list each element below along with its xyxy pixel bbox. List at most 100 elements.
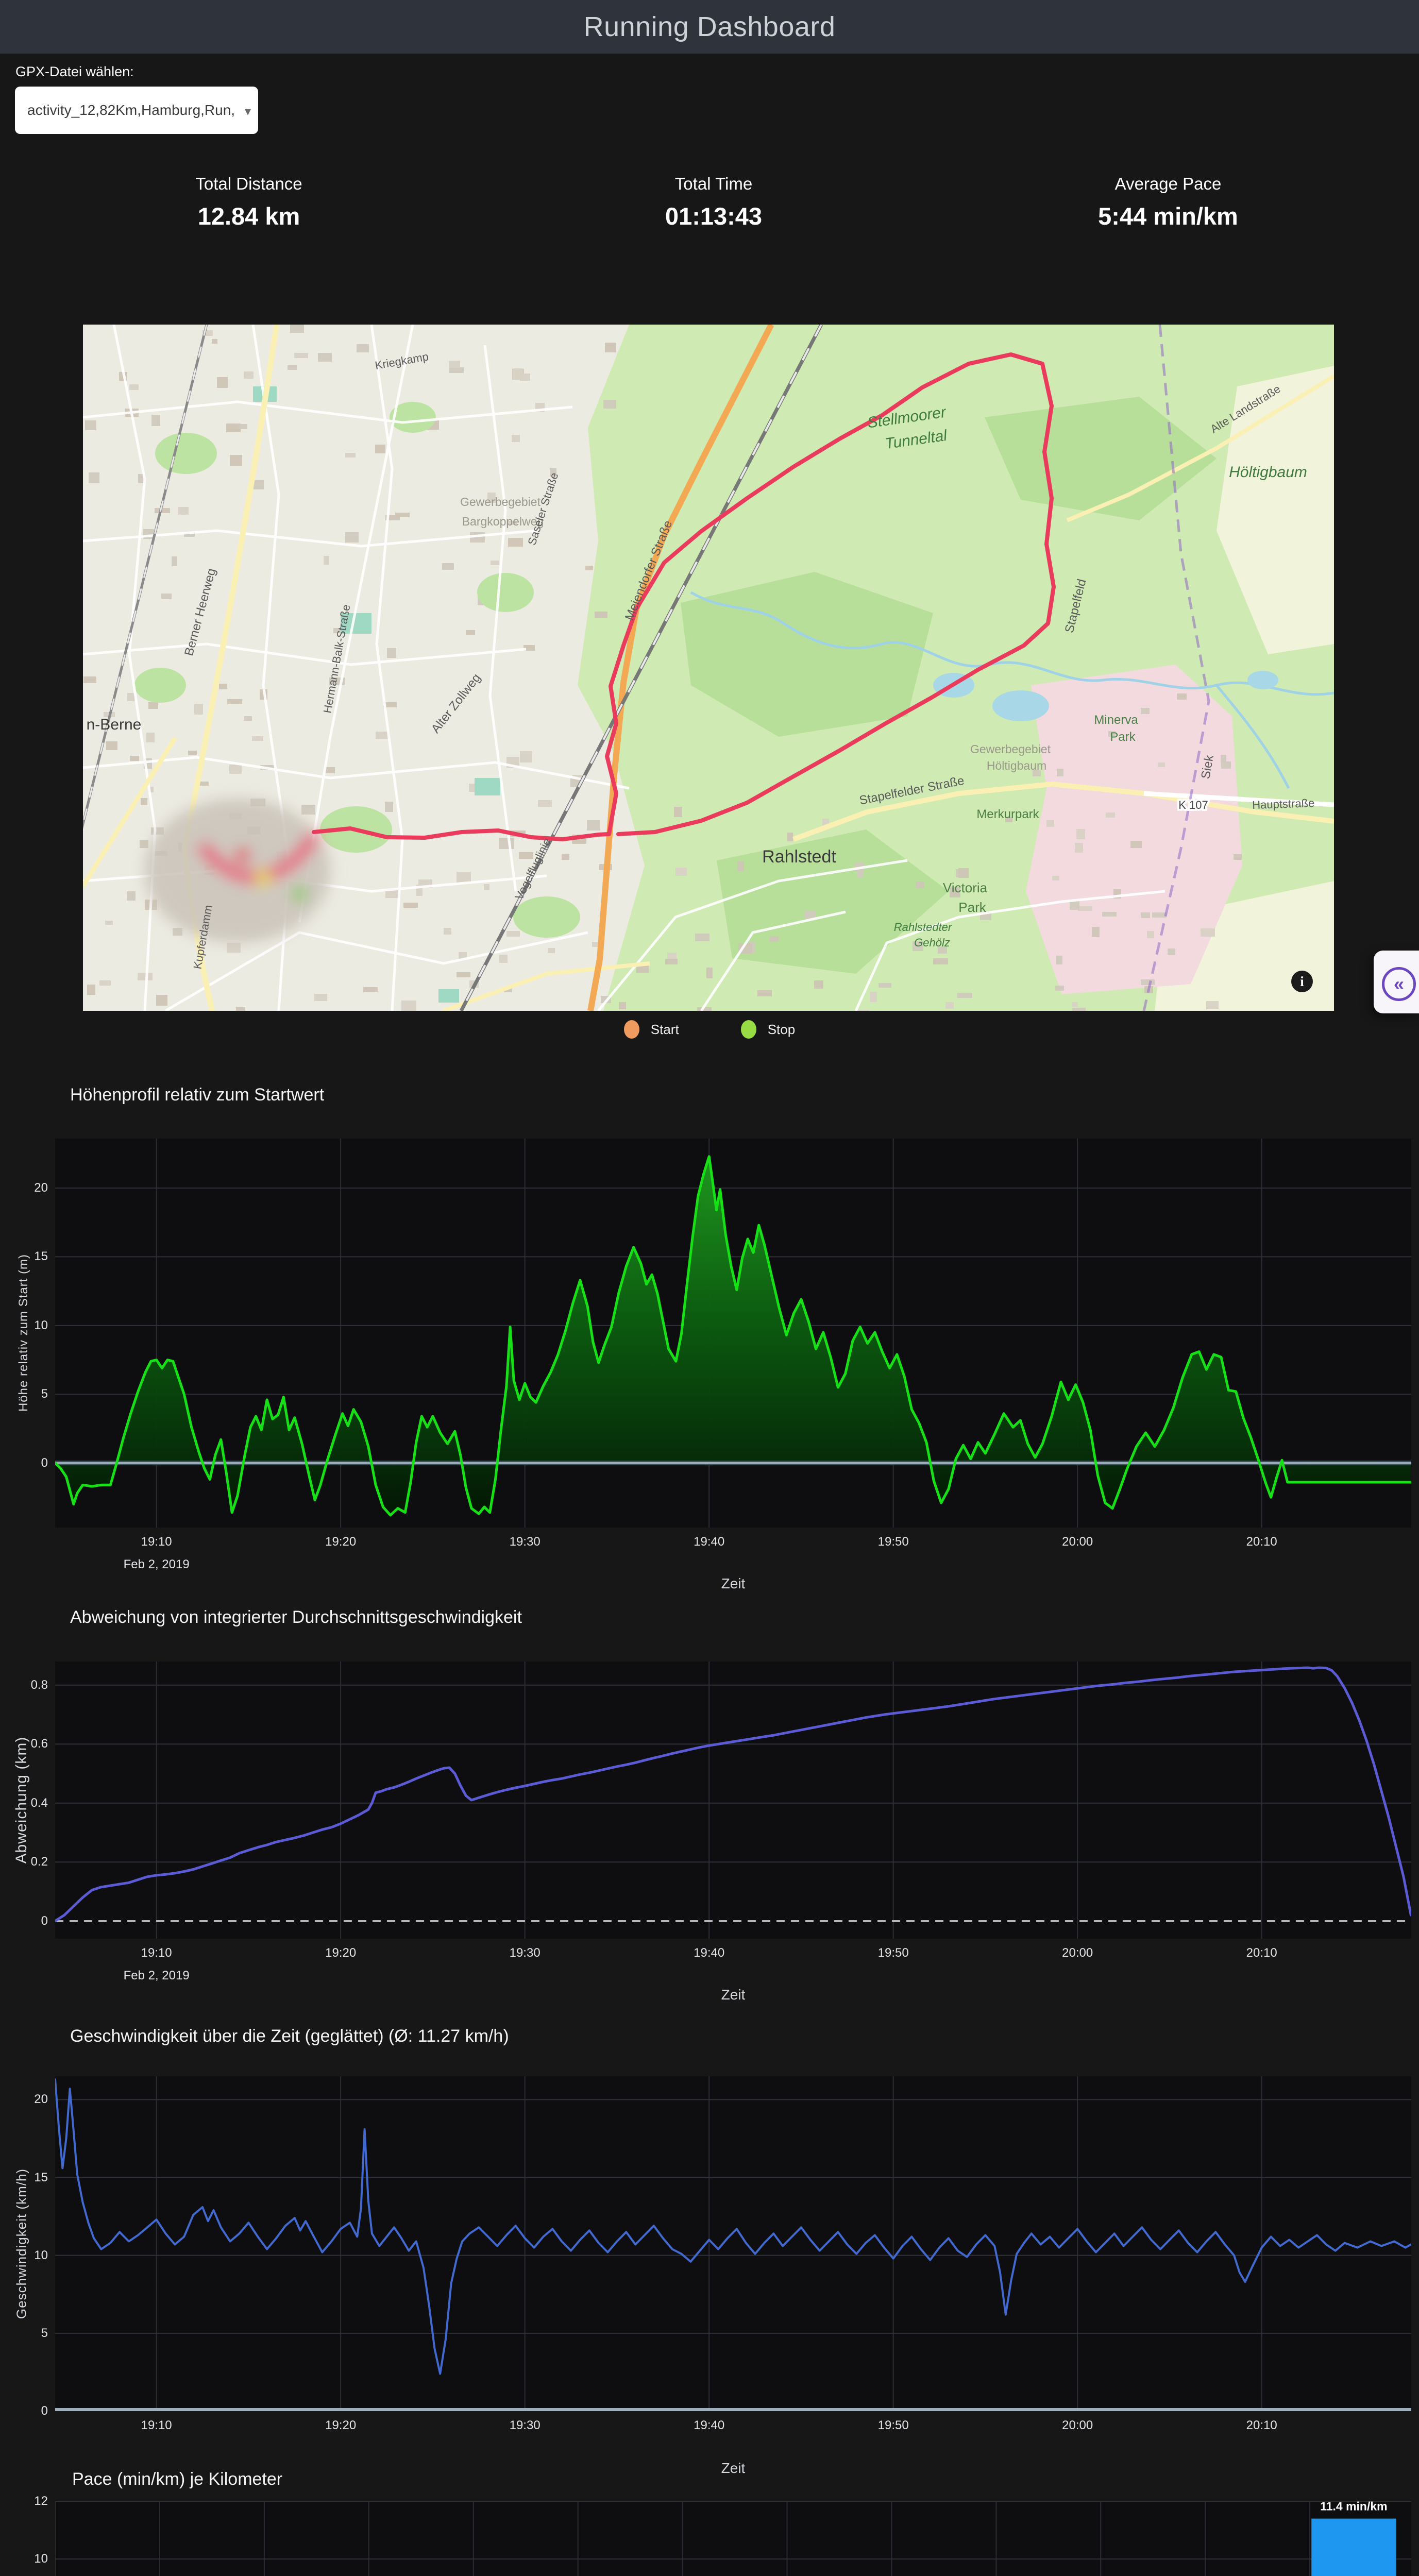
axis-tick-label: 0 bbox=[41, 1455, 48, 1470]
deviation-x-axis-label: Zeit bbox=[721, 1987, 746, 2003]
speed-x-axis-label: Zeit bbox=[721, 2460, 746, 2476]
speed-y-axis-label: Geschwindigkeit (km/h) bbox=[13, 2168, 29, 2319]
axis-tick-label: 10 bbox=[34, 2552, 48, 2566]
axis-tick-label: 19:30 bbox=[509, 1535, 540, 1549]
axis-tick-label: 0 bbox=[41, 2404, 48, 2418]
pace-bar bbox=[1311, 2518, 1396, 2576]
chevron-down-icon: ▾ bbox=[244, 105, 251, 118]
deviation-chart-title: Abweichung von integrierter Durchschnitt… bbox=[70, 1607, 522, 1627]
stat-pace-value: 5:44 min/km bbox=[1098, 202, 1238, 230]
gpx-select-label: GPX-Datei wählen: bbox=[15, 64, 134, 79]
axis-tick-label: 19:20 bbox=[325, 1535, 357, 1549]
map-label: Park bbox=[1110, 730, 1136, 744]
page-title: Running Dashboard bbox=[583, 11, 836, 42]
map-privacy-blur bbox=[145, 799, 330, 943]
axis-tick-label: 19:40 bbox=[694, 1946, 725, 1960]
map-label: Gewerbegebiet bbox=[970, 742, 1051, 756]
map-label: Höltigbaum bbox=[987, 759, 1046, 772]
deviation-plot[interactable] bbox=[55, 1662, 1411, 1939]
axis-tick-label: 20:00 bbox=[1062, 1946, 1093, 1960]
stat-distance-label: Total Distance bbox=[195, 174, 302, 193]
map-label: Gehölz bbox=[914, 936, 950, 949]
gpx-file-select-value: activity_12,82Km,Hamburg,Run,2019-02- bbox=[27, 102, 235, 118]
sidebar-collapse-button[interactable]: « bbox=[1374, 951, 1419, 1013]
speed-chart-title: Geschwindigkeit über die Zeit (geglättet… bbox=[70, 2026, 509, 2046]
axis-tick-label: 20 bbox=[34, 2092, 48, 2107]
stop-marker-icon bbox=[740, 1020, 756, 1039]
axis-tick-label: 19:40 bbox=[694, 1535, 725, 1549]
axis-tick-label: 19:50 bbox=[877, 2418, 909, 2432]
axis-tick-label: 19:10 bbox=[141, 1535, 172, 1549]
pace-bar-label: 11.4 min/km bbox=[1320, 2501, 1387, 2513]
axis-tick-label: 20:00 bbox=[1062, 2418, 1093, 2432]
legend-item-stop: Stop bbox=[740, 1020, 796, 1039]
axis-tick-label: 10 bbox=[34, 2248, 48, 2262]
axis-tick-label: Feb 2, 2019 bbox=[123, 1969, 190, 1982]
map-label: Rahlstedt bbox=[762, 847, 836, 867]
map-railway bbox=[83, 325, 823, 1011]
stat-distance-value: 12.84 km bbox=[197, 202, 300, 230]
map-label: Park bbox=[958, 900, 986, 915]
map-label: Hauptstraße bbox=[1252, 796, 1315, 811]
axis-tick-label: 5 bbox=[41, 2326, 48, 2340]
axis-tick-label: 15 bbox=[34, 2170, 48, 2184]
elevation-chart-title: Höhenprofil relativ zum Startwert bbox=[70, 1085, 325, 1105]
map-residential-pink bbox=[1026, 665, 1242, 994]
axis-tick-label: 10 bbox=[34, 1318, 48, 1332]
start-marker-icon bbox=[623, 1020, 639, 1039]
axis-tick-label: 19:30 bbox=[509, 2418, 540, 2432]
axis-tick-label: 5 bbox=[41, 1387, 48, 1401]
elevation-plot[interactable] bbox=[55, 1139, 1411, 1528]
stat-time-label: Total Time bbox=[674, 174, 753, 193]
axis-tick-label: 19:50 bbox=[877, 1946, 909, 1960]
axis-tick-label: 20 bbox=[34, 1181, 48, 1195]
map-canvas: StellmoorerTunneltalHöltigbaumRahlstedtn… bbox=[83, 325, 1334, 1011]
map-label: Höltigbaum bbox=[1229, 464, 1307, 481]
pace-plot[interactable]: 5.0 min/km4.9 min/km5.2 min/km4.9 min/km… bbox=[55, 2501, 1411, 2576]
map-attribution-button[interactable]: i bbox=[1291, 971, 1313, 992]
axis-tick-label: 20:10 bbox=[1246, 2418, 1277, 2432]
collapse-chevrons-icon: « bbox=[1382, 967, 1416, 1001]
elevation-x-axis-label: Zeit bbox=[721, 1575, 746, 1591]
gps-route bbox=[312, 352, 1056, 841]
elevation-y-axis-label: Höhe relativ zum Start (m) bbox=[16, 1253, 30, 1412]
axis-tick-label: 0.2 bbox=[30, 1855, 48, 1869]
axis-tick-label: 20:10 bbox=[1246, 1535, 1277, 1549]
deviation-y-axis-label: Abweichung (km) bbox=[13, 1736, 30, 1864]
map-label: Victoria bbox=[943, 880, 988, 895]
stat-pace-label: Average Pace bbox=[1114, 174, 1222, 193]
map-road-meiendorfer bbox=[587, 325, 774, 1011]
map-admin-boundary bbox=[1142, 325, 1210, 1011]
legend-start-label: Start bbox=[650, 1021, 679, 1037]
legend-item-start: Start bbox=[623, 1020, 679, 1039]
axis-tick-label: 19:50 bbox=[877, 1535, 909, 1549]
map-label: Minerva bbox=[1094, 713, 1138, 727]
axis-tick-label: Feb 2, 2019 bbox=[123, 1557, 190, 1571]
speed-plot[interactable] bbox=[55, 2076, 1411, 2411]
map-label: Bargkoppelweg bbox=[462, 515, 544, 528]
axis-tick-label: 19:20 bbox=[325, 1946, 357, 1960]
axis-tick-label: 0 bbox=[41, 1913, 48, 1928]
map-label: n-Berne bbox=[87, 716, 142, 733]
map-label: Merkurpark bbox=[976, 807, 1039, 821]
app-header: Running Dashboard bbox=[0, 0, 1419, 54]
axis-tick-label: 19:30 bbox=[509, 1946, 540, 1960]
axis-tick-label: 15 bbox=[34, 1249, 48, 1264]
axis-tick-label: 19:10 bbox=[141, 1946, 172, 1960]
pace-chart-title: Pace (min/km) je Kilometer bbox=[72, 2469, 283, 2489]
axis-tick-label: 0.4 bbox=[30, 1795, 48, 1810]
map-legend: Start Stop bbox=[0, 1020, 1419, 1039]
axis-tick-label: 12 bbox=[34, 2494, 48, 2508]
route-map[interactable]: Stellmoorer Tunneltal Höltigbaum Rahlstedt n… bbox=[83, 325, 1334, 1011]
map-streets bbox=[83, 325, 1165, 1011]
axis-tick-label: 19:10 bbox=[141, 2418, 172, 2432]
axis-tick-label: 0.6 bbox=[30, 1737, 48, 1751]
axis-tick-label: 0.8 bbox=[30, 1677, 48, 1692]
gpx-file-select[interactable]: activity_12,82Km,Hamburg,Run,2019-02- ▾ bbox=[15, 87, 258, 134]
legend-stop-label: Stop bbox=[767, 1021, 796, 1037]
map-label: Rahlstedter bbox=[894, 921, 953, 934]
map-label: K 107 bbox=[1178, 799, 1208, 811]
stat-time-value: 01:13:43 bbox=[665, 202, 763, 230]
axis-tick-label: 19:40 bbox=[694, 2418, 725, 2432]
